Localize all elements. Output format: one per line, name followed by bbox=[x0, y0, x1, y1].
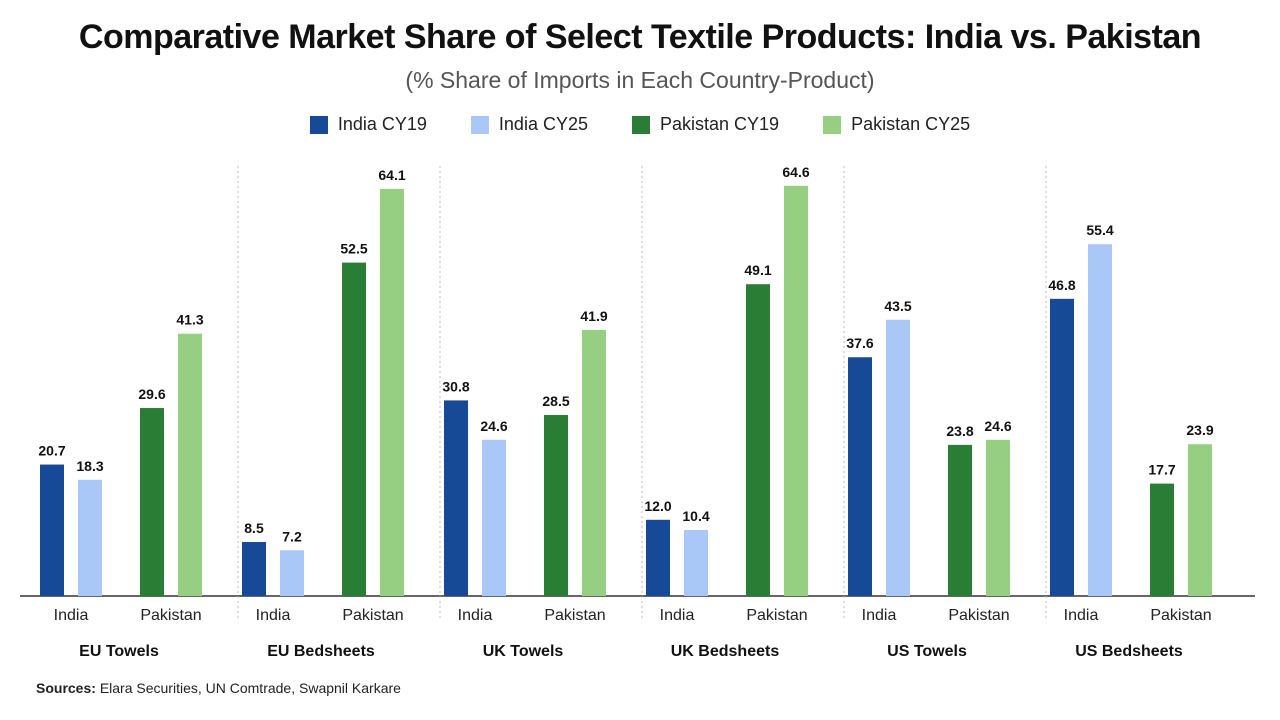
bar-uk-bedsheets-india-cy19 bbox=[646, 519, 670, 596]
chart-legend: India CY19 India CY25 Pakistan CY19 Paki… bbox=[0, 114, 1280, 135]
data-label-eu-towels-pakistan-cy25: 41.3 bbox=[176, 312, 203, 328]
bar-eu-towels-india-cy19 bbox=[40, 464, 64, 596]
bar-eu-bedsheets-india-cy19 bbox=[242, 542, 266, 596]
data-label-uk-towels-pakistan-cy25: 41.9 bbox=[580, 308, 607, 324]
tick-label-eu-bedsheets-india: India bbox=[256, 607, 291, 624]
source-label: Sources: bbox=[36, 680, 96, 696]
bar-chart: 20.7 18.3 India 29.6 41.3 Pakistan EU Towels 8.… bbox=[20, 164, 1255, 660]
data-label-uk-bedsheets-india-cy19: 12.0 bbox=[644, 498, 671, 514]
data-label-eu-bedsheets-india-cy25: 7.2 bbox=[282, 528, 302, 544]
legend-item-pakistan-cy25: Pakistan CY25 bbox=[823, 114, 970, 135]
data-label-uk-bedsheets-pakistan-cy19: 49.1 bbox=[744, 262, 771, 278]
bar-us-bedsheets-india-cy19 bbox=[1050, 298, 1074, 596]
bar-eu-towels-pakistan-cy19 bbox=[140, 408, 164, 596]
bar-us-towels-india-cy25 bbox=[886, 319, 910, 596]
tick-label-eu-towels-pakistan: Pakistan bbox=[140, 607, 201, 624]
tick-label-us-towels-pakistan: Pakistan bbox=[948, 607, 1009, 624]
data-label-us-bedsheets-india-cy19: 46.8 bbox=[1048, 277, 1075, 293]
tick-label-eu-bedsheets-pakistan: Pakistan bbox=[342, 607, 403, 624]
chart-subtitle: (% Share of Imports in Each Country-Prod… bbox=[405, 67, 875, 93]
data-label-us-bedsheets-india-cy25: 55.4 bbox=[1086, 222, 1113, 238]
bar-uk-towels-pakistan-cy19 bbox=[544, 415, 568, 596]
legend-item-india-cy19: India CY19 bbox=[309, 114, 427, 135]
bar-us-bedsheets-pakistan-cy19 bbox=[1150, 483, 1174, 596]
tick-label-us-towels-india: India bbox=[862, 607, 897, 624]
data-label-eu-towels-india-cy25: 18.3 bbox=[76, 458, 103, 474]
data-label-eu-bedsheets-india-cy19: 8.5 bbox=[244, 520, 264, 536]
tick-label-uk-towels-pakistan: Pakistan bbox=[544, 607, 605, 624]
bar-uk-towels-pakistan-cy25 bbox=[582, 329, 606, 596]
group-label-us-towels: US Towels bbox=[887, 643, 967, 660]
bar-us-towels-pakistan-cy19 bbox=[948, 444, 972, 596]
bar-us-bedsheets-india-cy25 bbox=[1088, 244, 1112, 596]
data-label-us-bedsheets-pakistan-cy19: 17.7 bbox=[1148, 462, 1175, 478]
tick-label-us-bedsheets-india: India bbox=[1064, 607, 1099, 624]
data-label-us-bedsheets-pakistan-cy25: 23.9 bbox=[1186, 422, 1213, 438]
legend-item-pakistan-cy19: Pakistan CY19 bbox=[631, 114, 780, 135]
source-text: Elara Securities, UN Comtrade, Swapnil K… bbox=[99, 680, 401, 696]
tick-label-eu-towels-india: India bbox=[54, 607, 89, 624]
data-label-uk-towels-pakistan-cy19: 28.5 bbox=[542, 393, 569, 409]
group-label-eu-towels: EU Towels bbox=[79, 643, 159, 660]
bar-eu-bedsheets-pakistan-cy25 bbox=[380, 188, 404, 596]
tick-label-uk-bedsheets-pakistan: Pakistan bbox=[746, 607, 807, 624]
data-label-uk-bedsheets-india-cy25: 10.4 bbox=[682, 508, 709, 524]
legend-item-india-cy25: India CY25 bbox=[470, 114, 588, 135]
data-label-eu-bedsheets-pakistan-cy25: 64.1 bbox=[378, 167, 405, 183]
bar-uk-bedsheets-india-cy25 bbox=[684, 529, 708, 596]
bar-eu-towels-pakistan-cy25 bbox=[178, 333, 202, 596]
data-label-us-towels-india-cy19: 37.6 bbox=[846, 335, 873, 351]
legend-swatch-pakistan-cy25 bbox=[823, 115, 842, 134]
data-label-us-towels-pakistan-cy25: 24.6 bbox=[984, 418, 1011, 434]
data-label-eu-towels-india-cy19: 20.7 bbox=[38, 443, 65, 459]
source-note: Sources: Elara Securities, UN Comtrade, … bbox=[36, 680, 401, 696]
legend-label-pakistan-cy25: Pakistan CY25 bbox=[851, 114, 971, 134]
legend-label-india-cy25: India CY25 bbox=[498, 114, 588, 134]
legend-swatch-india-cy19 bbox=[309, 115, 328, 134]
group-label-uk-towels: UK Towels bbox=[483, 643, 564, 660]
bar-us-towels-india-cy19 bbox=[848, 357, 872, 596]
legend-swatch-pakistan-cy19 bbox=[631, 115, 650, 134]
legend-label-pakistan-cy19: Pakistan CY19 bbox=[659, 114, 780, 134]
data-label-eu-towels-pakistan-cy19: 29.6 bbox=[138, 386, 165, 402]
tick-label-uk-bedsheets-india: India bbox=[660, 607, 695, 624]
chart-title: Comparative Market Share of Select Texti… bbox=[78, 18, 1202, 56]
group-label-us-bedsheets: US Bedsheets bbox=[1075, 643, 1183, 660]
group-label-eu-bedsheets: EU Bedsheets bbox=[267, 643, 375, 660]
tick-label-us-bedsheets-pakistan: Pakistan bbox=[1150, 607, 1211, 624]
bar-uk-towels-india-cy19 bbox=[444, 400, 468, 596]
tick-label-uk-towels-india: India bbox=[458, 607, 493, 624]
bar-uk-bedsheets-pakistan-cy25 bbox=[784, 185, 808, 596]
legend-label-india-cy19: India CY19 bbox=[337, 114, 427, 134]
data-label-us-towels-india-cy25: 43.5 bbox=[884, 298, 911, 314]
bar-uk-towels-india-cy25 bbox=[482, 439, 506, 596]
data-label-uk-towels-india-cy19: 30.8 bbox=[442, 378, 469, 394]
bar-uk-bedsheets-pakistan-cy19 bbox=[746, 284, 770, 596]
legend-swatch-india-cy25 bbox=[470, 115, 489, 134]
bar-eu-towels-india-cy25 bbox=[78, 479, 102, 596]
bar-eu-bedsheets-india-cy25 bbox=[280, 550, 304, 596]
group-label-uk-bedsheets: UK Bedsheets bbox=[671, 643, 780, 660]
bar-us-bedsheets-pakistan-cy25 bbox=[1188, 444, 1212, 596]
data-label-uk-bedsheets-pakistan-cy25: 64.6 bbox=[782, 164, 809, 180]
data-label-us-towels-pakistan-cy19: 23.8 bbox=[946, 423, 973, 439]
bar-eu-bedsheets-pakistan-cy19 bbox=[342, 262, 366, 596]
bar-us-towels-pakistan-cy25 bbox=[986, 439, 1010, 596]
data-label-uk-towels-india-cy25: 24.6 bbox=[480, 418, 507, 434]
data-label-eu-bedsheets-pakistan-cy19: 52.5 bbox=[340, 241, 367, 257]
